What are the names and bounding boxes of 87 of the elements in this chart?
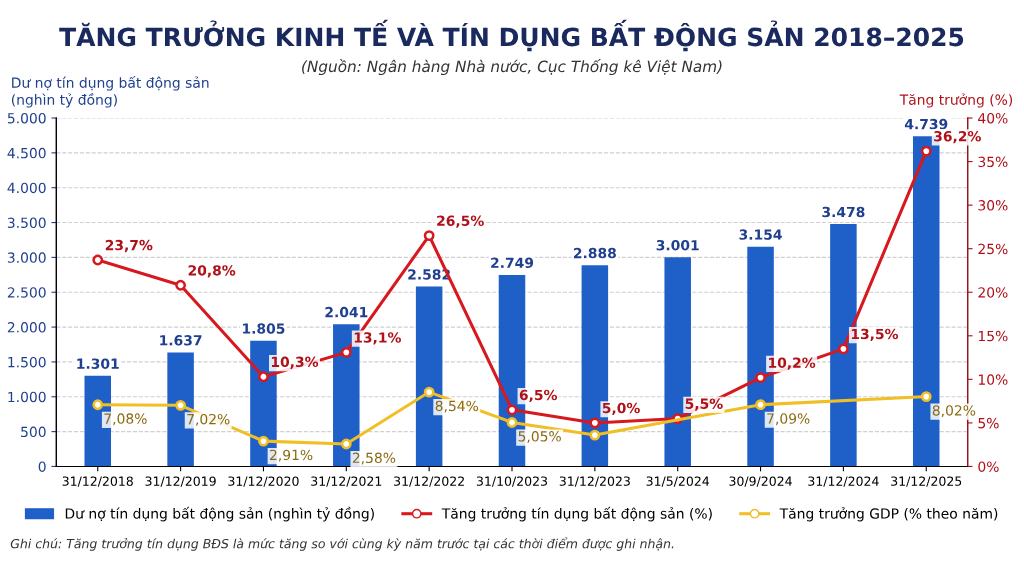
x-tick-label: 31/10/2023 xyxy=(476,476,548,487)
data-label: 13,5% xyxy=(851,328,899,341)
data-label: 5,5% xyxy=(685,398,723,411)
data-label: 2,91% xyxy=(270,449,313,462)
data-label: 20,8% xyxy=(188,265,236,278)
data-label: 10,3% xyxy=(271,356,319,369)
data-label: 2,58% xyxy=(352,452,396,465)
y-tick-label: 2.000 xyxy=(7,322,46,333)
data-label: 36,2% xyxy=(934,130,981,144)
point xyxy=(589,429,601,441)
data-label: 2.888 xyxy=(573,247,616,259)
y-tick-label: 3.000 xyxy=(7,252,46,263)
y2-tick-label: 30% xyxy=(978,200,1008,211)
y-tick-label: 500 xyxy=(21,426,46,438)
data-label: 7,09% xyxy=(767,413,810,426)
data-label: 5,0% xyxy=(602,402,640,416)
x-tick-label: 30/9/2024 xyxy=(729,476,792,487)
data-label: 2.749 xyxy=(491,257,534,269)
x-tick-label: 31/5/2024 xyxy=(646,476,710,487)
point xyxy=(920,145,932,157)
x-tick-label: 31/12/2020 xyxy=(228,476,299,487)
data-label: 6,5% xyxy=(519,389,558,402)
y-tick-label: 1.500 xyxy=(8,356,46,368)
y-tick-label: 2.500 xyxy=(7,287,46,298)
point xyxy=(258,371,269,383)
y2-axis-title: Tăng trưởng (%) xyxy=(899,93,1013,108)
y2-tick-label: 35% xyxy=(978,156,1008,168)
point xyxy=(340,346,352,358)
point xyxy=(920,391,932,403)
y-tick-label: 3.500 xyxy=(7,217,46,229)
point xyxy=(175,279,187,291)
y2-tick-label: 20% xyxy=(978,287,1008,298)
y-tick-label: 5.000 xyxy=(7,112,46,124)
data-label: 26,5% xyxy=(437,215,484,228)
point xyxy=(755,399,766,411)
x-tick-label: 31/12/2018 xyxy=(62,476,133,487)
data-label: 3.001 xyxy=(656,239,699,251)
point xyxy=(506,417,518,428)
point xyxy=(589,417,601,429)
data-label: 8,02% xyxy=(932,405,976,418)
y-tick-label: 4.000 xyxy=(7,182,46,194)
x-tick-label: 31/12/2025 xyxy=(891,476,962,487)
y-tick-label: 4.500 xyxy=(7,147,46,159)
y-tick-label: 0 xyxy=(38,461,46,472)
y-axis-title: Dư nợ tín dụng bất động sản (nghìn tỷ đồng) xyxy=(11,75,209,108)
point xyxy=(340,438,352,450)
point xyxy=(423,386,435,398)
point xyxy=(837,343,849,355)
y2-tick-label: 15% xyxy=(978,330,1008,342)
point xyxy=(506,404,518,416)
x-tick-label: 31/12/2022 xyxy=(394,476,464,487)
data-label: 7,02% xyxy=(187,413,230,426)
data-label: 5,05% xyxy=(518,431,561,443)
x-tick-label: 31/12/2024 xyxy=(808,476,879,487)
data-label: 3.478 xyxy=(822,206,865,218)
data-label: 3.154 xyxy=(739,229,782,240)
legend-label: Tăng trưởng GDP (% theo năm) xyxy=(779,507,998,522)
legend-label: Tăng trưởng tín dụng bất động sản (%) xyxy=(441,506,712,522)
data-label: 8,54% xyxy=(435,400,479,413)
y2-tick-label: 10% xyxy=(978,374,1008,385)
text: Ghi chú: Tăng trưởng tín dụng BĐS là mức tăng so với cùng kỳ năm trước tại các thời điểm được ghi nhận. xyxy=(10,537,674,551)
chart-title: TĂNG TRƯỞNG KINH TẾ VÀ TÍN DỤNG BẤT ĐỘNG SẢN 2018–2025 xyxy=(59,19,964,52)
data-label: 10,2% xyxy=(769,357,816,370)
chart-subtitle: (Nguồn: Ngân hàng Nhà nước, Cục Thống kê Việt Nam) xyxy=(302,59,722,76)
legend-label: Dư nợ tín dụng bất động sản (nghìn tỷ đồng) xyxy=(65,506,374,522)
x-tick-label: 31/12/2019 xyxy=(145,476,216,487)
point xyxy=(258,435,269,447)
x-tick-label: 31/12/2023 xyxy=(559,476,630,487)
point xyxy=(423,230,435,242)
y2-tick-label: 0% xyxy=(978,461,999,472)
data-label: 13,1% xyxy=(354,332,401,345)
y2-tick-label: 40% xyxy=(978,112,1008,124)
data-label: 1.805 xyxy=(243,323,285,334)
y2-tick-label: 5% xyxy=(978,417,999,429)
data-label: 4.739 xyxy=(904,118,948,130)
point xyxy=(755,372,766,384)
data-label: 1.637 xyxy=(160,335,202,346)
y-tick-label: 1.000 xyxy=(8,391,46,403)
data-label: 7,08% xyxy=(104,413,147,426)
point xyxy=(175,399,187,411)
y2-tick-label: 25% xyxy=(978,243,1008,255)
data-label: 23,7% xyxy=(105,239,153,253)
data-label: 1.301 xyxy=(77,358,119,369)
x-tick-label: 31/12/2021 xyxy=(311,476,382,487)
data-label: 2.041 xyxy=(325,306,368,318)
point xyxy=(92,399,104,411)
point xyxy=(92,254,104,266)
